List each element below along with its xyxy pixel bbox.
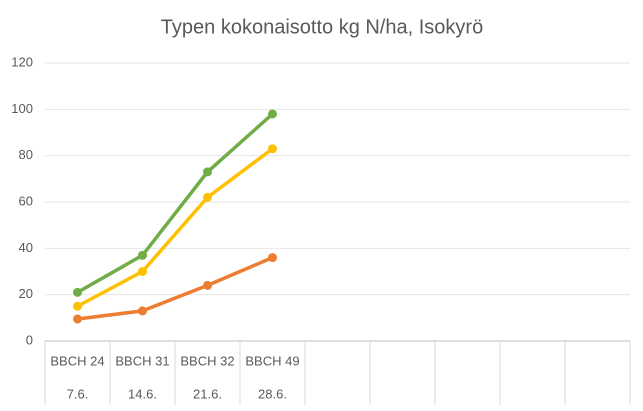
- point-marker: [138, 267, 147, 276]
- point-marker: [203, 167, 212, 177]
- x-tick-label: BBCH 24: [50, 353, 104, 368]
- y-tick-label: 120: [11, 54, 33, 69]
- x-tick-label: BBCH 32: [180, 353, 234, 368]
- y-tick-label: 80: [19, 147, 33, 162]
- x-tick-label-date: 21.6.: [193, 386, 222, 401]
- chart-title: Typen kokonaisotto kg N/ha, Isokyrö: [161, 16, 483, 38]
- x-tick-label: BBCH 49: [245, 353, 299, 368]
- x-tick-label: BBCH 31: [115, 353, 169, 368]
- x-tick-label-date: 7.6.: [67, 386, 89, 401]
- series-line: [76, 147, 274, 308]
- x-tick-label-date: 28.6.: [258, 386, 287, 401]
- series-line: [77, 255, 274, 321]
- point-marker: [73, 314, 82, 324]
- point-marker: [203, 192, 212, 202]
- y-tick-label: 40: [19, 240, 33, 255]
- x-tick-label-date: 14.6.: [128, 386, 157, 401]
- point-marker: [73, 301, 82, 311]
- point-marker: [203, 280, 212, 290]
- y-tick-label: 100: [11, 101, 33, 116]
- series-line: [76, 112, 274, 294]
- point-marker: [73, 287, 82, 297]
- point-marker: [268, 144, 277, 154]
- y-tick-label: 20: [19, 286, 33, 301]
- y-tick-label: 60: [19, 193, 33, 208]
- point-marker: [268, 109, 277, 119]
- point-marker: [138, 306, 147, 316]
- point-marker: [138, 250, 147, 260]
- y-tick-label: 0: [26, 332, 33, 347]
- point-marker: [268, 253, 277, 263]
